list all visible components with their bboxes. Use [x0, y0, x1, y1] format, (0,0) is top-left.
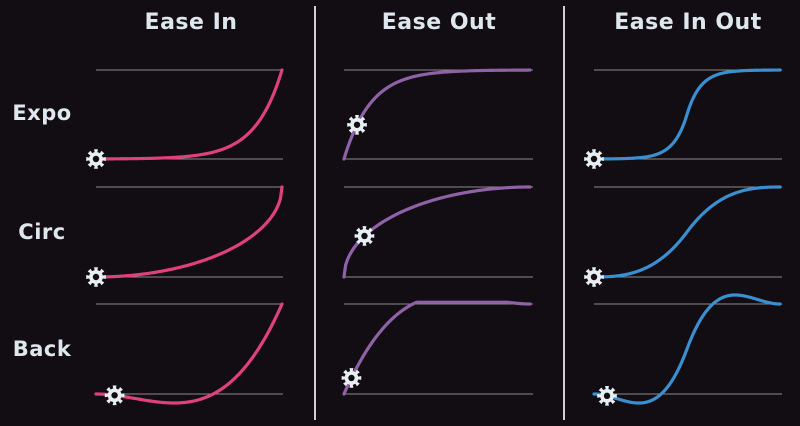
curve-expo-ease-out	[342, 68, 532, 161]
gear-icon	[354, 226, 375, 246]
curve-circ-ease-in-out	[592, 185, 782, 279]
gear-icon	[584, 149, 604, 169]
curve-back-ease-out	[342, 300, 532, 396]
curve-expo-ease-in	[94, 68, 284, 161]
column-header-ease-in-out: Ease In Out	[614, 10, 762, 35]
gear-icon	[86, 149, 106, 169]
gear-icon	[347, 114, 367, 135]
curve-back-ease-in	[94, 302, 284, 405]
column-divider	[314, 6, 316, 420]
row-label-back: Back	[12, 337, 72, 361]
gear-icon	[104, 385, 125, 406]
gear-icon	[341, 368, 362, 388]
curve-circ-ease-out	[342, 185, 532, 279]
curve-expo-ease-in-out	[592, 68, 782, 161]
column-header-ease-out: Ease Out	[381, 10, 497, 35]
gear-icon	[597, 386, 617, 406]
row-label-expo: Expo	[12, 101, 72, 125]
row-label-circ: Circ	[18, 220, 66, 244]
column-divider	[563, 6, 565, 420]
curve-circ-ease-in	[94, 185, 284, 279]
gear-icon	[86, 267, 106, 287]
curve-back-ease-in-out	[592, 293, 782, 405]
column-header-ease-in: Ease In	[144, 10, 238, 35]
gear-icon	[584, 267, 604, 287]
